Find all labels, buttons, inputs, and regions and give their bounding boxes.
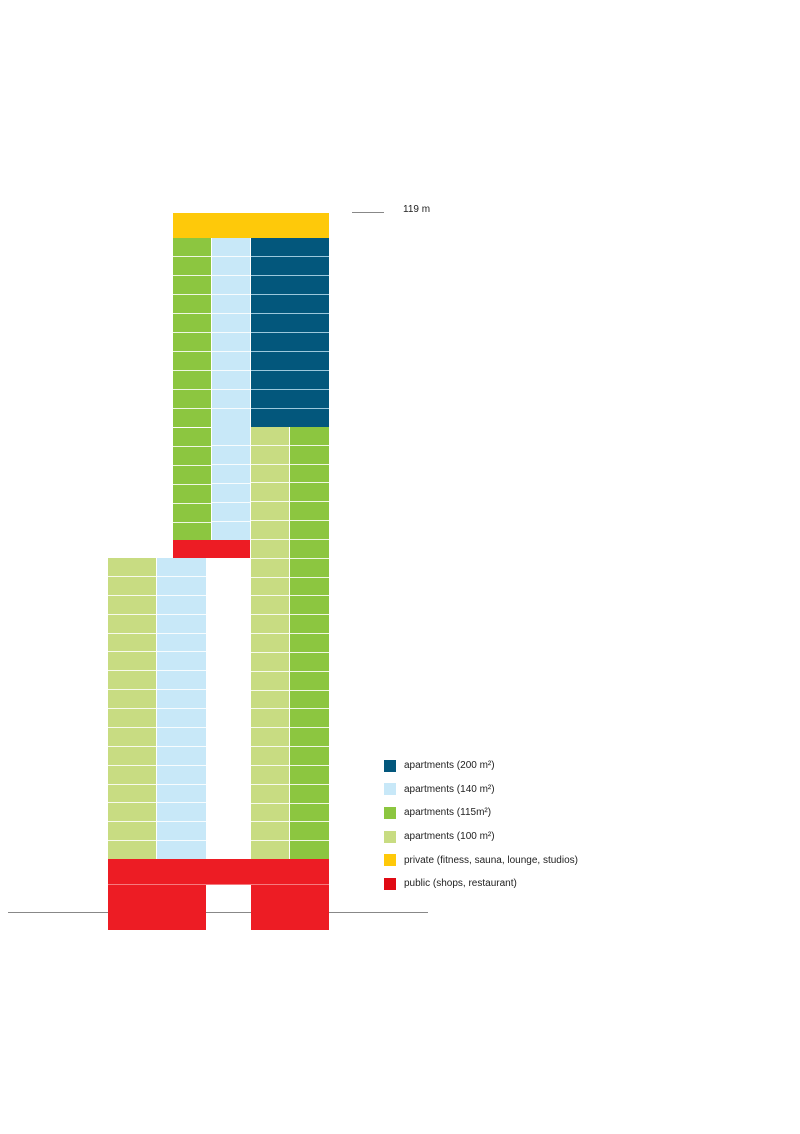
legend-label: apartments (200 m²) [404,760,495,772]
height-marker-label: 119 m [403,204,431,215]
upper-col-115 [173,238,211,427]
right-col-100 [251,427,289,860]
ground-line [8,912,428,913]
lower-left-col-100 [108,558,156,859]
legend-label: private (fitness, sauna, lounge, studios… [404,854,578,866]
legend-item-public: public (shops, restaurant) [384,872,578,896]
legend-item-apt-115: apartments (115m²) [384,801,578,825]
upper-col-140 [212,238,250,427]
legend-swatch [384,783,396,796]
legend-label: apartments (115m²) [404,807,492,819]
public-podium [108,859,329,885]
legend-swatch [384,854,396,867]
height-marker-line [352,212,384,213]
legend-swatch [384,759,396,772]
legend-item-apt-200: apartments (200 m²) [384,754,578,778]
legend-swatch [384,806,396,819]
legend: apartments (200 m²) apartments (140 m²) … [384,754,578,896]
legend-item-apt-140: apartments (140 m²) [384,778,578,802]
middle-col-140 [212,427,250,540]
private-floor-top [173,213,329,238]
upper-col-200 [251,238,329,427]
public-leg-left [108,885,206,930]
middle-col-115 [173,427,211,541]
legend-label: apartments (140 m²) [404,783,495,795]
legend-swatch [384,830,396,843]
public-bridge [173,540,250,558]
legend-item-apt-100: apartments (100 m²) [384,825,578,849]
right-col-115 [290,427,329,860]
legend-swatch [384,877,396,890]
legend-label: public (shops, restaurant) [404,878,517,890]
lower-left-col-140 [157,558,206,859]
legend-item-private: private (fitness, sauna, lounge, studios… [384,848,578,872]
public-leg-right [251,885,329,930]
legend-label: apartments (100 m²) [404,831,495,843]
